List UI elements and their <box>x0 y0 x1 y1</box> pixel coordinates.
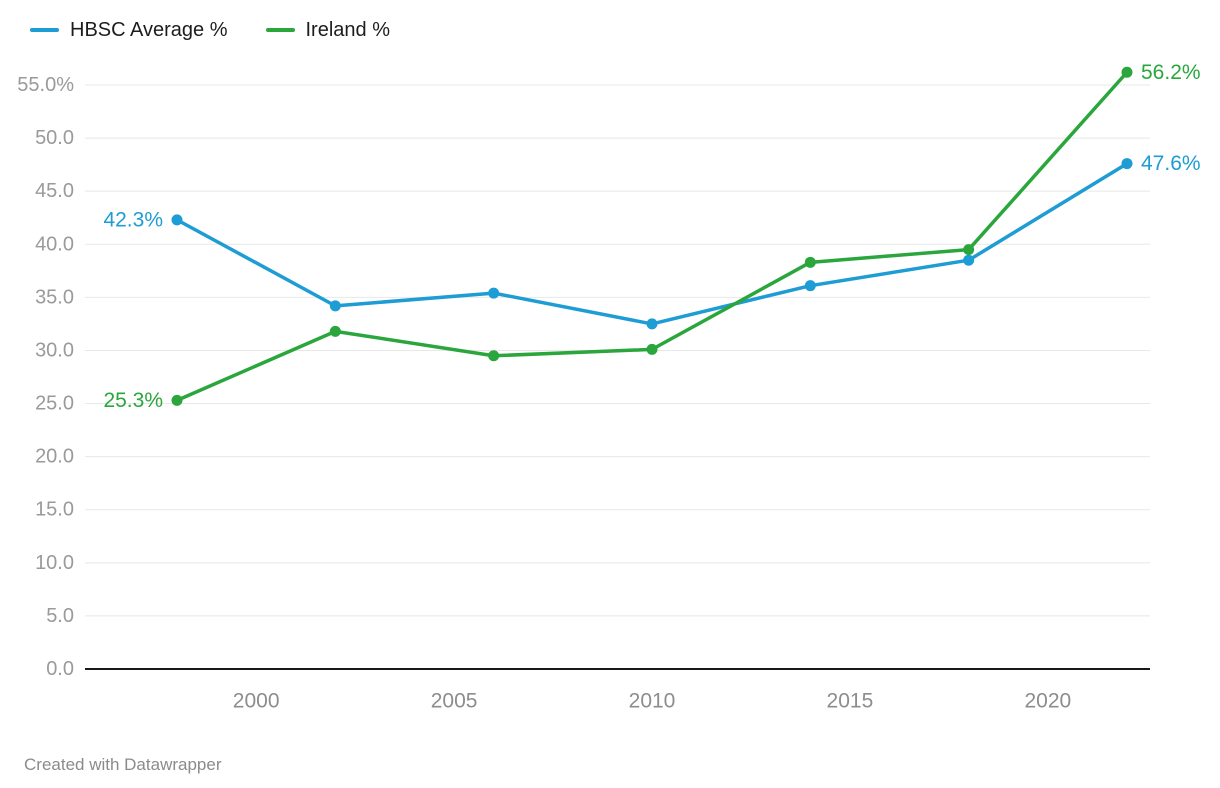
y-axis-tick-label: 5.0 <box>46 605 74 627</box>
legend-item-hbsc-average: HBSC Average % <box>30 20 228 40</box>
y-axis-tick-label: 45.0 <box>35 180 74 202</box>
data-point[interactable] <box>646 318 658 330</box>
y-axis-tick-label: 0.0 <box>46 658 74 680</box>
data-point[interactable] <box>804 256 816 268</box>
y-axis-tick-label: 25.0 <box>35 393 74 415</box>
y-axis-tick-label: 40.0 <box>35 233 74 255</box>
x-axis-tick-label: 2015 <box>827 690 874 713</box>
data-point[interactable] <box>488 287 500 299</box>
end-value-label: 56.2% <box>1141 61 1201 84</box>
data-point[interactable] <box>1121 158 1133 170</box>
data-point[interactable] <box>171 394 183 406</box>
legend-item-ireland: Ireland % <box>265 19 391 41</box>
data-point[interactable] <box>329 325 341 337</box>
series-line-hbsc-average <box>175 161 1129 326</box>
y-axis-tick-label: 15.0 <box>35 499 74 521</box>
y-axis-tick-label: 30.0 <box>35 339 74 361</box>
legend-label-hbsc-average: HBSC Average % <box>70 19 228 41</box>
start-value-label: 25.3% <box>103 389 163 412</box>
data-point[interactable] <box>1121 66 1133 78</box>
y-axis-tick-label: 20.0 <box>35 446 74 468</box>
data-point[interactable] <box>171 214 183 226</box>
data-point[interactable] <box>488 350 500 362</box>
y-axis-tick-label: 10.0 <box>35 552 74 574</box>
start-value-label: 42.3% <box>103 208 163 231</box>
y-axis-tick-label: 50.0 <box>35 127 74 149</box>
x-axis-tick-label: 2005 <box>431 690 478 713</box>
x-axis-tick-label: 2020 <box>1024 690 1071 713</box>
attribution: Created with Datawrapper <box>24 755 222 774</box>
y-axis-tick-label: 55.0% <box>17 74 74 96</box>
data-point[interactable] <box>646 343 658 355</box>
line-chart: 0.0 5.0 10.0 15.0 20.0 25.0 30.0 35.0 40.0 45.0 50… <box>17 61 1201 713</box>
legend-swatch-ireland <box>265 28 295 32</box>
legend-label-ireland: Ireland % <box>305 19 391 41</box>
data-point[interactable] <box>963 244 975 256</box>
end-value-label: 47.6% <box>1141 152 1201 175</box>
data-point[interactable] <box>963 254 975 266</box>
legend: HBSC Average % Ireland % <box>30 20 390 40</box>
y-axis-tick-label: 35.0 <box>35 286 74 308</box>
data-point[interactable] <box>804 280 816 292</box>
legend-swatch-hbsc-average <box>30 28 59 32</box>
x-axis-tick-label: 2010 <box>629 690 676 713</box>
data-point[interactable] <box>329 300 341 312</box>
x-axis-tick-label: 2000 <box>233 690 280 713</box>
